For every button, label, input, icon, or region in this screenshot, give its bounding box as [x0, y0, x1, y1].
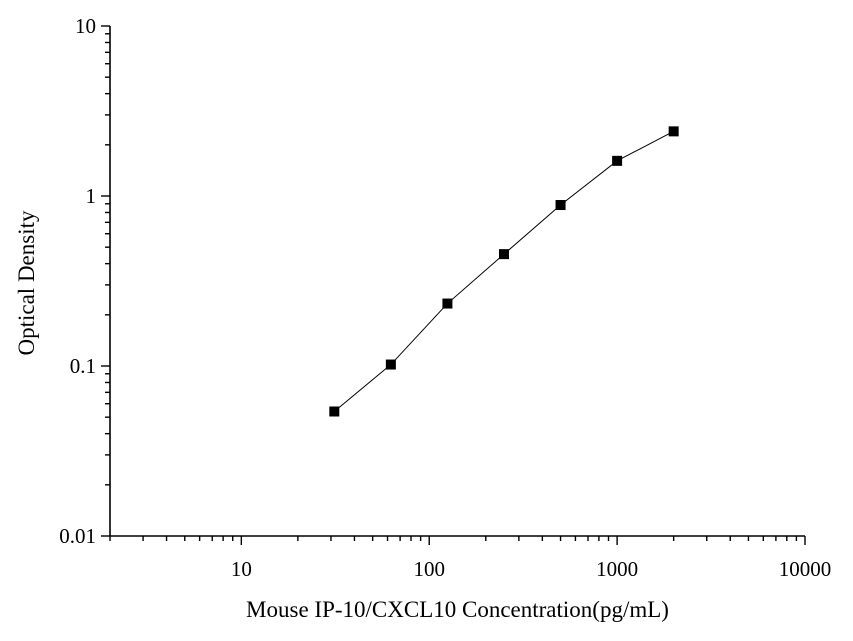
- x-tick-label: 100: [413, 557, 445, 581]
- series-layer: [329, 126, 679, 417]
- x-axis-ticks: [109, 536, 806, 545]
- y-tick-label: 0.01: [59, 524, 96, 548]
- data-point: [555, 200, 566, 211]
- plot-frame: [109, 26, 805, 537]
- data-point: [498, 249, 509, 260]
- y-axis-tick-labels: 0.01 0.1 1 10: [59, 14, 96, 548]
- x-tick-label: 1000: [596, 557, 638, 581]
- x-tick-label: 10: [231, 557, 252, 581]
- y-tick-label: 1: [86, 184, 97, 208]
- data-point: [668, 126, 679, 137]
- y-tick-label: 0.1: [70, 354, 96, 378]
- y-axis-ticks: [101, 25, 110, 537]
- y-axis-title: Optical Density: [14, 210, 39, 355]
- x-tick-label: 10000: [779, 557, 832, 581]
- fit-curve: [333, 130, 674, 412]
- y-tick-label: 10: [75, 14, 96, 38]
- x-axis-title: Mouse IP-10/CXCL10 Concentration(pg/mL): [246, 597, 669, 622]
- data-point: [612, 155, 623, 166]
- data-point: [329, 406, 340, 417]
- data-point: [442, 298, 453, 309]
- data-point: [385, 359, 396, 370]
- x-axis-tick-labels: 10 100 1000 10000: [231, 557, 831, 581]
